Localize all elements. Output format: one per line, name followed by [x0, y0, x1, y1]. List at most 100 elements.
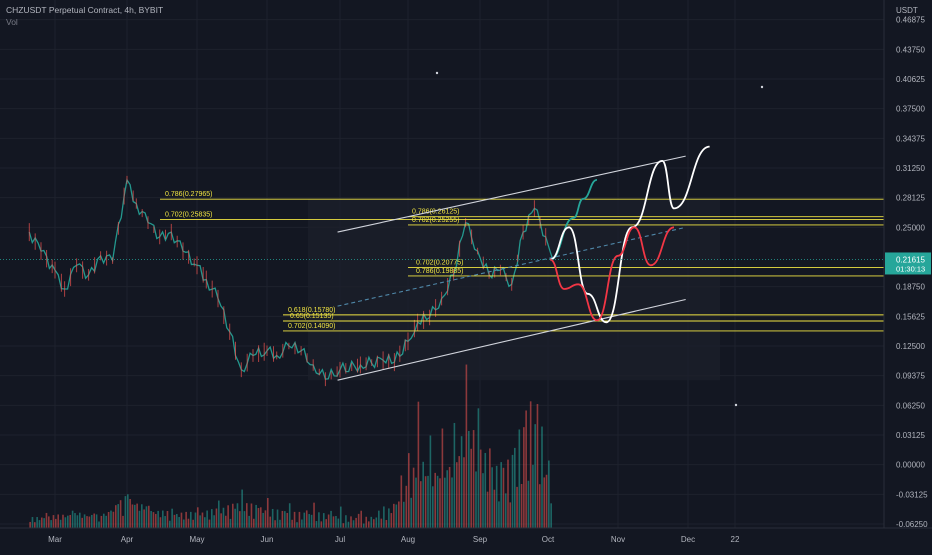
- volume-bar: [284, 511, 286, 528]
- volume-bar: [370, 516, 373, 528]
- volume-bar: [482, 473, 484, 528]
- volume-bar: [183, 519, 185, 528]
- volume-bar: [250, 503, 253, 528]
- fib-label: 0.618(0.15780): [288, 307, 335, 314]
- volume-bar: [62, 514, 64, 528]
- volume-bar: [88, 516, 91, 528]
- volume-bar: [305, 510, 308, 528]
- channel-shade: [308, 199, 720, 381]
- price-tick-label: 0.06250: [896, 401, 925, 410]
- volume-bar: [529, 401, 532, 528]
- volume-bar: [378, 510, 380, 528]
- volume-bar: [52, 515, 55, 528]
- volume-bar: [405, 485, 408, 528]
- volume-bar: [296, 522, 298, 528]
- fib-label: 0.702(0.25835): [165, 211, 212, 218]
- volume-bar: [93, 513, 95, 528]
- volume-bar: [206, 510, 208, 528]
- fib-label: 0.702(0.25255): [412, 217, 459, 224]
- price-tick-label: 0.34375: [896, 134, 925, 143]
- volume-bar: [260, 507, 262, 528]
- volume-bar: [495, 465, 498, 528]
- volume-bar: [395, 504, 398, 528]
- marker-dot: [760, 85, 764, 89]
- volume-bar: [67, 515, 69, 528]
- time-tick-label: Oct: [542, 535, 555, 544]
- volume-bar: [291, 519, 293, 528]
- price-unit-label: USDT: [896, 6, 918, 15]
- volume-bar: [86, 516, 88, 528]
- volume-bar: [148, 505, 150, 528]
- fib-levels: 0.786(0.27965) 0.702(0.25835) 0.786(0.2612…: [160, 191, 884, 332]
- volume-bar: [502, 467, 505, 528]
- volume-bar: [320, 521, 323, 528]
- volume-bar: [141, 504, 143, 528]
- time-tick-label: Jun: [261, 535, 274, 544]
- volume-bar: [424, 476, 427, 528]
- volume-bar: [504, 493, 507, 528]
- volume-bar: [248, 515, 250, 528]
- volume-bar: [134, 504, 136, 528]
- volume-bar: [122, 515, 124, 528]
- volume-bar: [257, 508, 260, 528]
- volume-bar: [367, 521, 370, 528]
- volume-bar: [100, 515, 103, 528]
- volume-bar: [509, 502, 512, 528]
- volume-bar: [107, 511, 110, 528]
- volume-bar: [432, 486, 434, 528]
- price-line: [28, 178, 554, 380]
- volume-bar: [451, 477, 453, 528]
- volume-bar: [380, 518, 383, 528]
- volume-bar: [41, 517, 43, 528]
- time-tick-label: May: [189, 535, 204, 544]
- volume-bar: [491, 467, 493, 528]
- volume-bar: [429, 435, 432, 528]
- symbol-title: CHZUSDT Perpetual Contract, 4h, BYBIT: [6, 5, 164, 15]
- volume-bar: [55, 518, 57, 528]
- volume-bar: [192, 519, 194, 528]
- volume-bar: [301, 519, 303, 528]
- volume-bar: [468, 430, 470, 528]
- volume-bar: [350, 516, 352, 528]
- volume-bar: [422, 461, 424, 528]
- price-tick-label: 0.15625: [896, 312, 925, 321]
- volume-bar: [365, 516, 368, 528]
- volume-bar: [516, 486, 518, 528]
- volume-bar: [388, 508, 390, 528]
- volume-bar: [479, 449, 482, 528]
- current-price-box: [885, 252, 931, 275]
- volume-bar: [507, 459, 509, 528]
- volume-bar: [38, 520, 41, 528]
- volume-bar: [71, 510, 74, 528]
- volume-bar: [276, 509, 279, 528]
- time-tick-label: Jul: [335, 535, 345, 544]
- volume-bar: [159, 517, 162, 528]
- volume-bar: [269, 516, 272, 528]
- volume-bar: [383, 506, 385, 528]
- volume-bar: [484, 452, 487, 528]
- volume-bar: [527, 480, 530, 528]
- volume-bar: [362, 523, 365, 528]
- volume-bar: [218, 500, 220, 528]
- volume-bar: [398, 501, 400, 528]
- volume-bar: [477, 408, 480, 528]
- volume-bar: [303, 512, 306, 528]
- volume-bar: [253, 518, 255, 528]
- volume-bar: [465, 364, 468, 528]
- volume-bar: [98, 521, 100, 528]
- volume-bar: [347, 521, 350, 528]
- volume-bar: [538, 484, 541, 528]
- volume-bar: [176, 514, 178, 528]
- current-price-label: 0.21615: [896, 255, 925, 264]
- volume-bar: [534, 424, 536, 528]
- volume-bar: [390, 513, 393, 528]
- volume-bar: [400, 475, 403, 528]
- volume-bar: [143, 509, 145, 528]
- volume-bar: [271, 508, 274, 528]
- volume-bar: [208, 519, 211, 528]
- volume-bar: [227, 505, 229, 528]
- volume-bar: [79, 512, 81, 528]
- volume-bar: [412, 467, 415, 528]
- volume-bar: [288, 503, 291, 528]
